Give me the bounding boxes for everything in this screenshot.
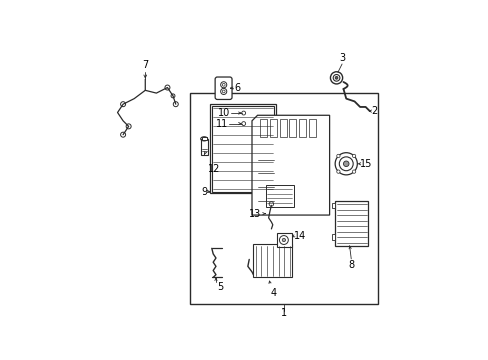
Text: 3: 3 <box>338 53 345 63</box>
Circle shape <box>220 82 226 88</box>
Circle shape <box>173 102 178 107</box>
Bar <box>334 201 367 246</box>
Circle shape <box>268 202 273 206</box>
Circle shape <box>352 170 355 173</box>
Bar <box>299 120 305 138</box>
Bar <box>265 185 293 207</box>
Text: 5: 5 <box>217 282 224 292</box>
Text: 7: 7 <box>142 59 148 69</box>
Circle shape <box>334 76 337 79</box>
Text: 13: 13 <box>249 209 261 219</box>
Text: 10: 10 <box>217 108 229 118</box>
Bar <box>211 105 274 192</box>
Text: 1: 1 <box>280 309 286 319</box>
Text: 2: 2 <box>370 106 377 116</box>
Circle shape <box>241 122 245 126</box>
Bar <box>279 120 286 138</box>
Bar <box>289 120 296 138</box>
Bar <box>276 233 292 247</box>
Text: 11: 11 <box>215 118 227 129</box>
Bar <box>269 120 276 138</box>
Circle shape <box>171 94 175 98</box>
Circle shape <box>334 153 357 175</box>
Bar <box>331 234 334 240</box>
Circle shape <box>279 235 288 244</box>
Bar <box>210 104 275 193</box>
Circle shape <box>339 157 352 171</box>
Circle shape <box>126 124 131 129</box>
Bar <box>331 203 334 208</box>
Bar <box>253 244 292 278</box>
Circle shape <box>343 161 348 167</box>
Text: 14: 14 <box>293 231 305 241</box>
Circle shape <box>121 132 125 137</box>
Circle shape <box>282 238 285 242</box>
Circle shape <box>336 170 339 173</box>
Bar <box>201 137 206 140</box>
Text: 4: 4 <box>270 288 276 298</box>
Circle shape <box>164 85 170 90</box>
Circle shape <box>336 154 339 158</box>
Circle shape <box>330 72 342 84</box>
Bar <box>189 93 377 304</box>
Circle shape <box>222 84 224 86</box>
Circle shape <box>222 90 224 93</box>
Bar <box>260 120 267 138</box>
Text: 6: 6 <box>233 83 240 93</box>
Circle shape <box>220 89 226 94</box>
Circle shape <box>332 75 339 81</box>
Text: 9: 9 <box>201 186 207 197</box>
Text: 12: 12 <box>207 164 220 174</box>
Circle shape <box>352 154 355 158</box>
Polygon shape <box>251 115 329 215</box>
FancyBboxPatch shape <box>215 77 232 99</box>
Bar <box>308 120 315 138</box>
Text: 8: 8 <box>347 260 354 270</box>
Text: 15: 15 <box>359 159 372 169</box>
Circle shape <box>121 102 125 107</box>
Circle shape <box>241 111 245 115</box>
Bar <box>200 139 207 156</box>
